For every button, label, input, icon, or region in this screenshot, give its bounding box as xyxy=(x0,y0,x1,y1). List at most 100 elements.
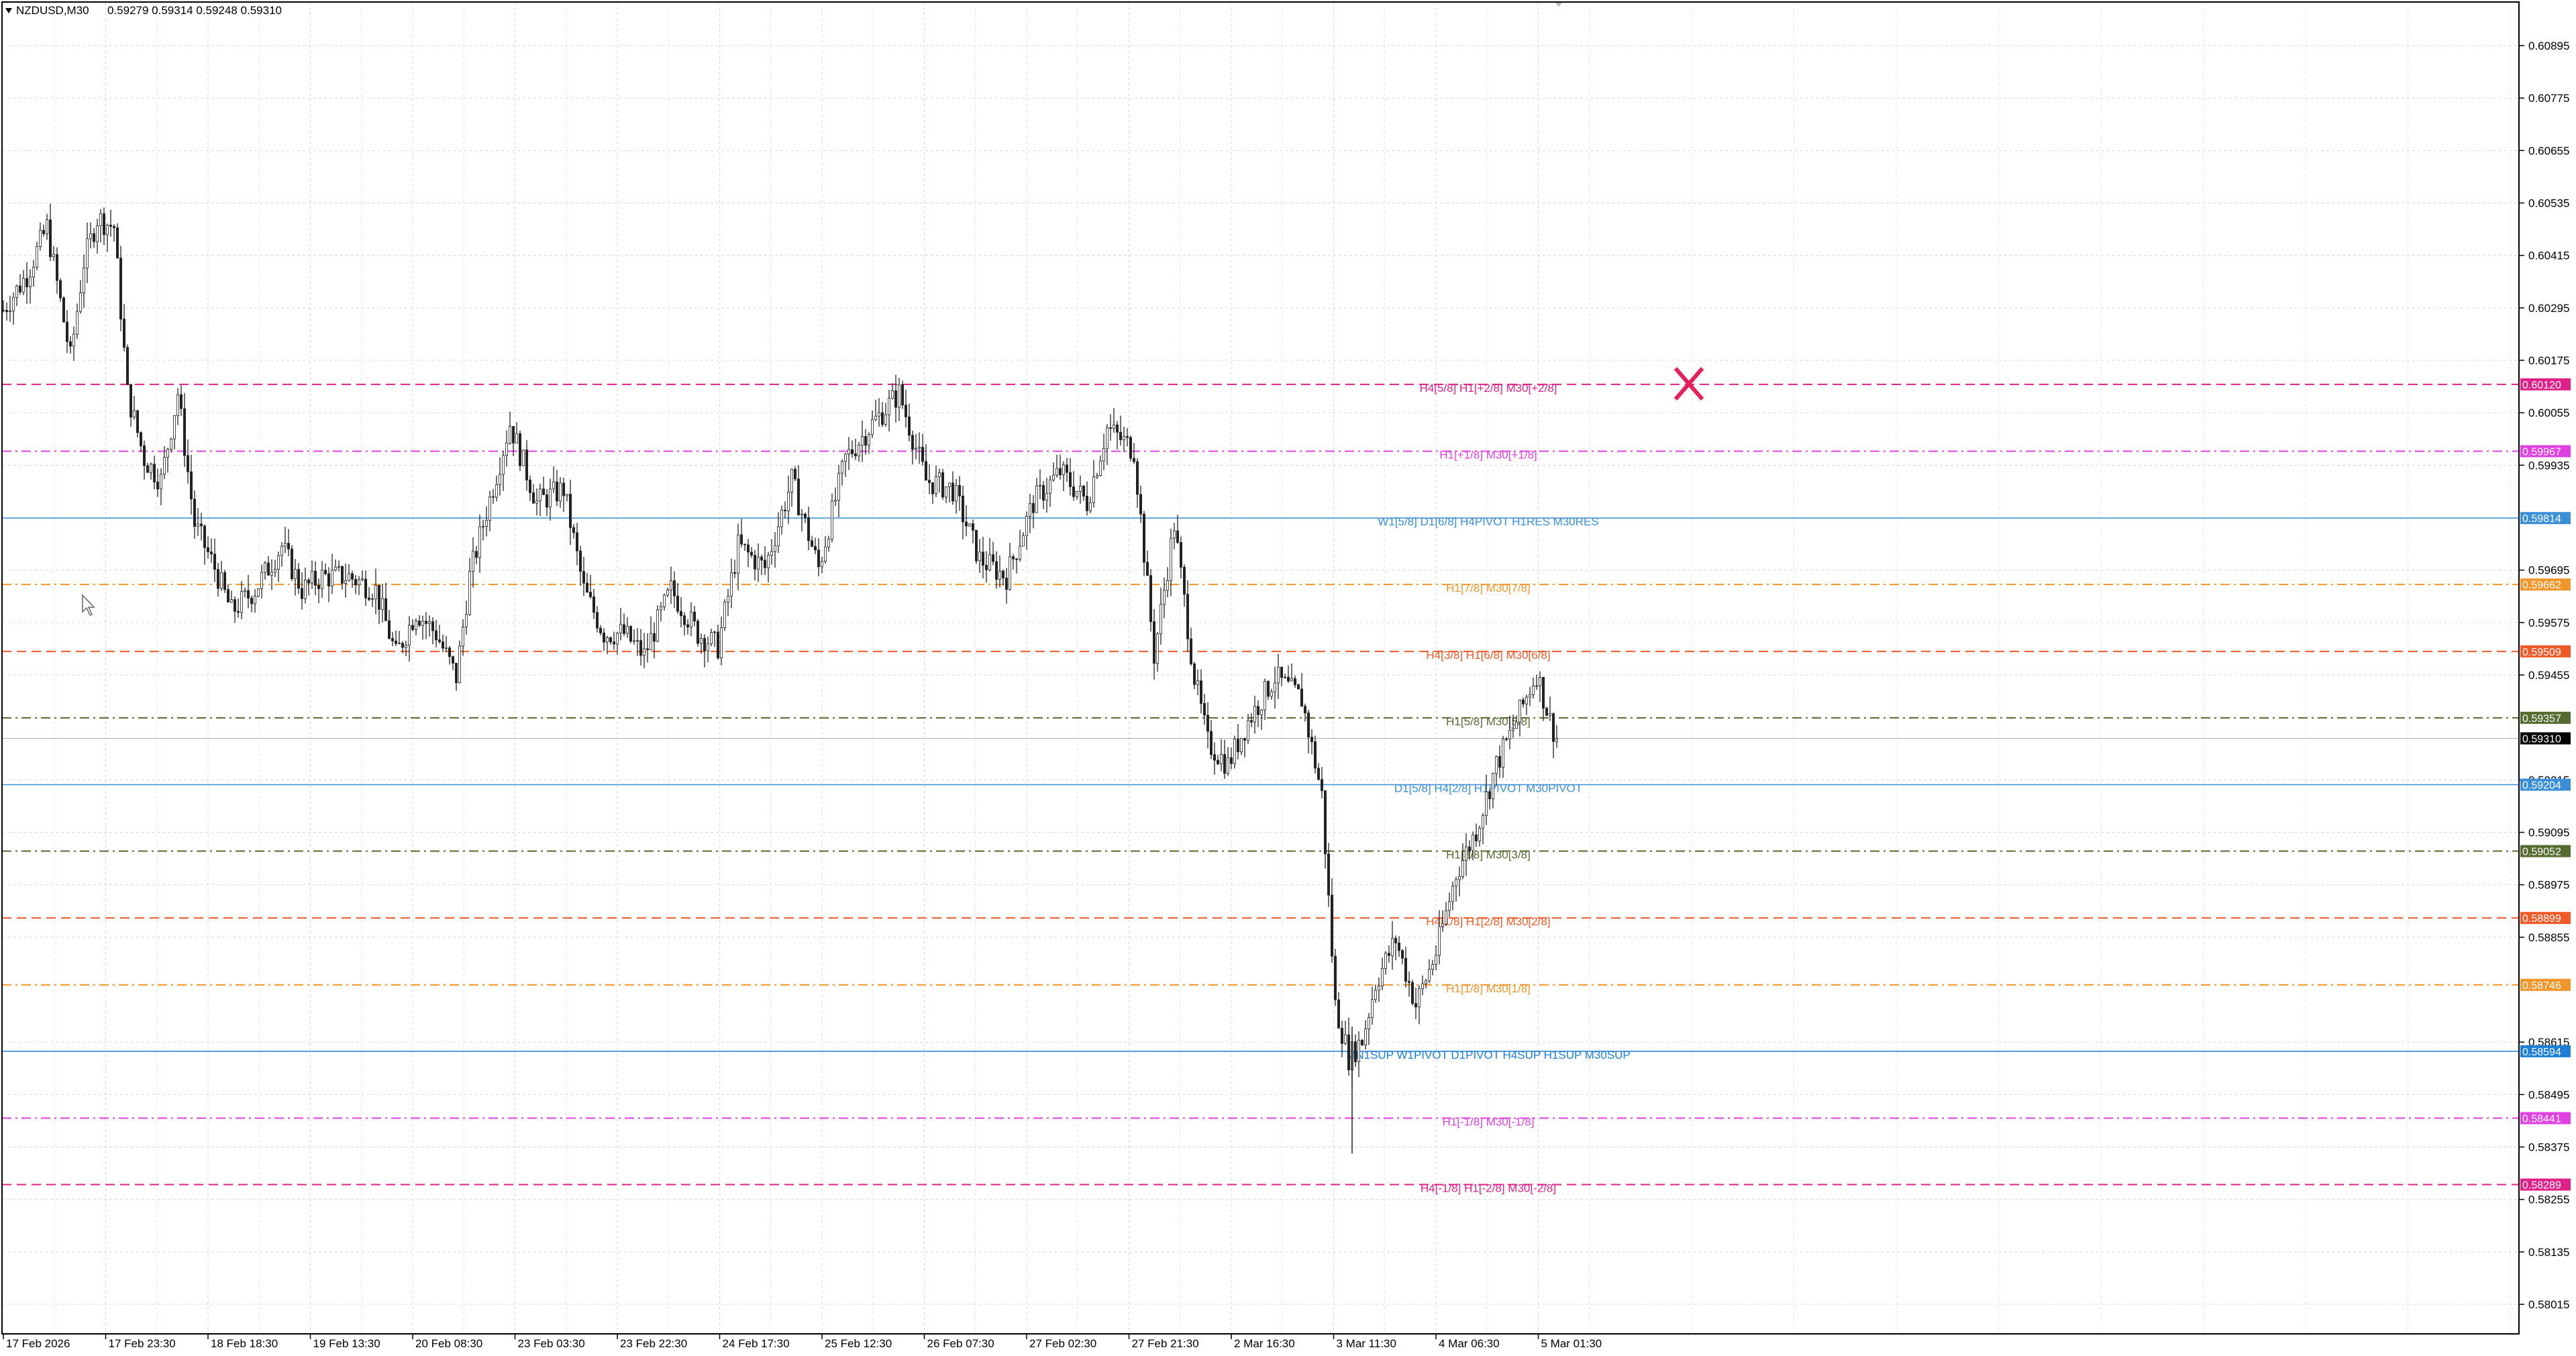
candle-body xyxy=(1444,910,1447,925)
price-tick-label: 0.60175 xyxy=(2528,354,2569,367)
price-tick-label: 0.58015 xyxy=(2528,1298,2569,1311)
candle-body xyxy=(1471,834,1474,851)
candle-body xyxy=(499,474,502,485)
candle-body xyxy=(1357,1039,1361,1062)
candle-body xyxy=(603,632,606,643)
candle-body xyxy=(1518,699,1521,723)
level-price-tag-text: 0.58899 xyxy=(2522,913,2561,925)
candle-body xyxy=(881,412,884,425)
candle-body xyxy=(1380,968,1384,986)
candle-body xyxy=(1133,458,1136,462)
level-label: H4[5/8] H1[+2/8] M30[+2/8] xyxy=(1419,382,1557,395)
candle-body xyxy=(1149,575,1153,622)
chart-header[interactable]: NZDUSD,M30 0.59279 0.59314 0.59248 0.593… xyxy=(5,4,282,17)
candle-body xyxy=(1317,768,1321,780)
candle-body xyxy=(1361,1039,1364,1045)
candle-body xyxy=(179,394,183,409)
candle-body xyxy=(59,280,62,299)
candle-body xyxy=(988,554,992,570)
candle-body xyxy=(320,570,323,589)
candle-body xyxy=(717,631,720,658)
candle-body xyxy=(1400,950,1404,959)
candle-body xyxy=(66,321,69,342)
candle-body xyxy=(653,633,656,642)
candle-body xyxy=(894,390,898,408)
candle-body xyxy=(1267,680,1270,697)
candle-body xyxy=(757,556,760,570)
candle-body xyxy=(256,588,260,597)
candle-body xyxy=(1220,753,1223,764)
candle-body xyxy=(925,461,928,481)
candle-body xyxy=(1538,677,1541,686)
candle-body xyxy=(747,544,750,553)
candle-body xyxy=(266,562,270,576)
candle-body xyxy=(851,449,854,454)
candle-body xyxy=(418,621,421,626)
candle-body xyxy=(908,416,911,436)
plot-frame xyxy=(1,1,2520,1335)
candle-body xyxy=(727,595,730,603)
candle-body xyxy=(878,412,881,417)
candle-body xyxy=(330,570,333,586)
candle-body xyxy=(462,627,465,647)
delete-x-marker-icon[interactable] xyxy=(1673,367,1704,401)
candle-body xyxy=(1551,713,1555,742)
candle-body xyxy=(1096,475,1099,478)
candle-body xyxy=(313,570,317,586)
candle-body xyxy=(92,233,95,242)
level-price-tag-text: 0.59509 xyxy=(2522,647,2561,658)
scroll-marker-icon[interactable] xyxy=(1555,3,1562,7)
candle-body xyxy=(233,599,236,612)
time-tick-label: 27 Feb 02:30 xyxy=(1029,1337,1096,1350)
candle-body xyxy=(213,554,216,570)
price-tick-label: 0.59935 xyxy=(2528,459,2569,472)
candle-body xyxy=(801,513,804,516)
candle-body xyxy=(680,611,683,617)
candle-body xyxy=(817,550,821,568)
candle-body xyxy=(276,555,280,570)
candle-body xyxy=(750,552,754,556)
candle-body xyxy=(824,546,827,562)
candle-body xyxy=(945,486,948,498)
candle-body xyxy=(52,254,56,258)
candle-body xyxy=(431,621,435,631)
candle-body xyxy=(596,612,599,629)
candle-body xyxy=(670,580,673,590)
candle-body xyxy=(39,229,42,247)
level-price-tag xyxy=(2520,1178,2571,1191)
candle-body xyxy=(297,569,300,589)
candle-body xyxy=(546,494,549,508)
candle-body xyxy=(740,534,743,545)
candle-body xyxy=(293,569,297,579)
candle-body xyxy=(1304,706,1307,713)
candle-body xyxy=(428,621,431,624)
candle-body xyxy=(186,455,189,472)
candle-body xyxy=(401,643,405,648)
candle-body xyxy=(955,485,958,502)
candle-body xyxy=(1039,485,1042,486)
candle-body xyxy=(1384,953,1387,969)
candle-body xyxy=(109,225,112,227)
time-tick-label: 17 Feb 2026 xyxy=(6,1337,70,1350)
candle-body xyxy=(1441,923,1444,927)
price-tick-label: 0.59695 xyxy=(2528,564,2569,577)
candle-body xyxy=(905,405,908,417)
candle-body xyxy=(1421,983,1424,990)
candle-body xyxy=(844,454,847,462)
candle-body xyxy=(1243,738,1247,741)
candle-body xyxy=(203,525,206,548)
candle-body xyxy=(300,588,303,599)
candle-body xyxy=(468,571,472,615)
candle-body xyxy=(125,347,129,385)
level-price-tag xyxy=(2520,512,2571,525)
price-tick-label: 0.60775 xyxy=(2528,92,2569,105)
candle-body xyxy=(556,481,559,502)
candle-body xyxy=(666,590,670,596)
candle-body xyxy=(1491,773,1494,800)
candle-body xyxy=(381,598,384,610)
dropdown-triangle-icon[interactable] xyxy=(5,8,12,13)
level-price-tag xyxy=(2520,912,2571,925)
candle-body xyxy=(1113,424,1116,429)
candle-body xyxy=(415,621,418,630)
